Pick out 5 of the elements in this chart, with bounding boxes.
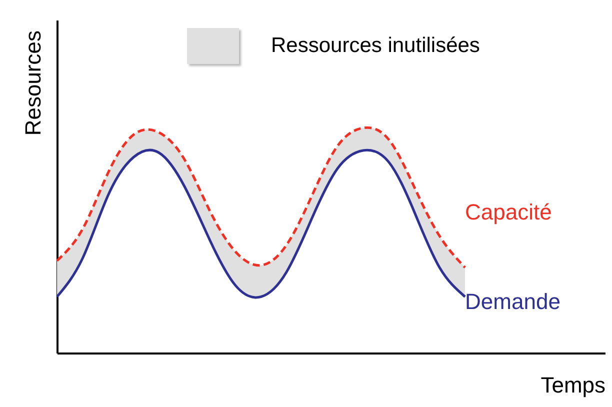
text: Ressources inutilisées (271, 34, 480, 58)
y-axis-title: Resources (20, 30, 46, 136)
x-axis-title: Temps (540, 372, 606, 398)
series-label: Capacité (465, 200, 552, 224)
series-label: Demande (465, 288, 560, 314)
